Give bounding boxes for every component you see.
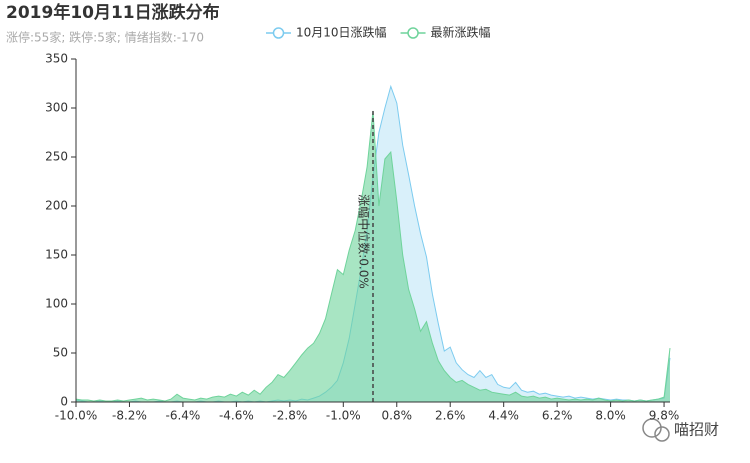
legend-label: 最新涨跌幅	[431, 25, 491, 40]
x-tick-label: -8.2%	[112, 409, 147, 423]
legend-item: 10月10日涨跌幅	[266, 25, 387, 40]
watermark-icon	[642, 418, 662, 438]
x-tick-label: -4.6%	[219, 409, 254, 423]
legend-marker	[407, 27, 419, 39]
x-tick-label: 0.8%	[382, 409, 413, 423]
y-tick-label: 300	[45, 101, 68, 115]
y-tick-label: 50	[53, 346, 68, 360]
x-tick-label: -10.0%	[55, 409, 97, 423]
y-tick-label: 150	[45, 248, 68, 262]
x-tick-label: 4.4%	[488, 409, 519, 423]
area	[76, 110, 670, 403]
x-tick-label: -2.8%	[272, 409, 307, 423]
legend-marker	[272, 27, 285, 39]
x-tick-label: 6.2%	[542, 409, 573, 423]
x-tick-label: 8.0%	[595, 409, 626, 423]
line	[75, 110, 671, 402]
legend-label: 10月10日涨跌幅	[296, 25, 387, 40]
x-tick-label: 9.8%	[649, 409, 680, 423]
y-tick-label: 250	[45, 150, 68, 164]
median-label: 涨幅中位数:0.0%	[357, 194, 372, 289]
y-tick-label: 100	[45, 297, 68, 311]
x-tick-label: -1.0%	[326, 409, 361, 423]
watermark: 喵招财	[642, 418, 719, 442]
y-tick-label: 200	[45, 199, 68, 213]
y-tick-label: 350	[45, 52, 68, 66]
y-tick-label: 0	[60, 395, 68, 409]
watermark-icon	[654, 426, 670, 442]
watermark-text: 喵招财	[674, 421, 719, 439]
chart-title: 2019年10月11日涨跌分布	[6, 2, 220, 23]
x-tick-label: 2.6%	[435, 409, 466, 423]
x-tick-label: -6.4%	[166, 409, 201, 423]
legend-item: 最新涨跌幅	[400, 25, 491, 40]
chart-subtitle: 涨停:55家; 跌停:5家; 情绪指数:-170	[6, 30, 204, 45]
